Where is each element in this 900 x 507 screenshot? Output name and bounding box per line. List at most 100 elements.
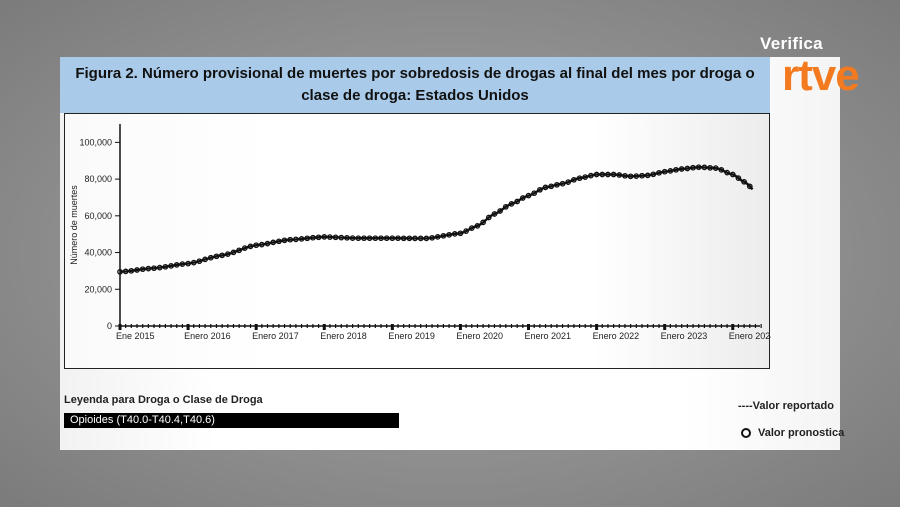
predicted-point bbox=[417, 235, 424, 242]
x-tick bbox=[544, 324, 547, 328]
x-tick bbox=[390, 324, 394, 330]
predicted-point bbox=[576, 175, 583, 182]
predicted-point bbox=[247, 243, 254, 250]
predicted-point bbox=[389, 235, 396, 242]
x-tick bbox=[198, 324, 201, 328]
x-tick bbox=[425, 324, 427, 328]
predicted-point bbox=[610, 171, 617, 178]
predicted-point bbox=[366, 235, 373, 242]
x-tick bbox=[142, 324, 144, 328]
predicted-point bbox=[400, 235, 407, 242]
x-tick-label: Enero 2017 bbox=[252, 331, 299, 341]
x-tick bbox=[210, 324, 212, 328]
x-tick-label: Enero 2016 bbox=[184, 331, 231, 341]
x-tick bbox=[561, 324, 564, 328]
x-tick bbox=[289, 324, 291, 328]
x-tick bbox=[630, 324, 632, 328]
predicted-point bbox=[724, 169, 730, 176]
predicted-point bbox=[258, 241, 265, 248]
predicted-point bbox=[622, 172, 628, 179]
predicted-point bbox=[701, 164, 708, 171]
x-tick bbox=[754, 324, 757, 328]
x-tick bbox=[170, 324, 172, 328]
x-tick-label: Enero 2021 bbox=[525, 331, 572, 341]
x-tick bbox=[164, 324, 166, 328]
x-tick bbox=[437, 324, 439, 328]
predicted-point bbox=[281, 237, 288, 244]
x-tick bbox=[731, 324, 735, 330]
x-tick bbox=[658, 324, 660, 328]
logo-rtve-text: rtve bbox=[782, 51, 860, 100]
x-tick bbox=[692, 324, 694, 328]
x-tick bbox=[227, 324, 229, 328]
x-tick bbox=[499, 324, 501, 328]
legend-series-opioides[interactable]: Opioides (T40.0-T40.4,T40.6) bbox=[64, 413, 399, 428]
x-tick bbox=[488, 324, 490, 328]
predicted-point bbox=[491, 211, 498, 217]
predicted-marker-icon bbox=[741, 428, 751, 438]
predicted-point bbox=[480, 219, 486, 226]
predicted-point bbox=[746, 183, 753, 190]
predicted-point bbox=[224, 251, 231, 257]
predicted-point bbox=[690, 164, 696, 171]
y-tick-label: 0 bbox=[107, 321, 112, 331]
predicted-point bbox=[741, 178, 747, 185]
x-tick bbox=[663, 324, 667, 330]
predicted-point bbox=[423, 235, 430, 242]
predicted-point bbox=[531, 190, 538, 197]
predicted-point bbox=[327, 234, 333, 240]
predicted-point bbox=[139, 266, 146, 273]
x-tick bbox=[442, 324, 445, 328]
x-tick bbox=[618, 324, 620, 328]
predicted-point bbox=[298, 236, 305, 242]
predicted-point bbox=[128, 267, 135, 274]
x-tick bbox=[703, 324, 705, 328]
x-tick bbox=[556, 324, 558, 328]
predicted-point bbox=[168, 263, 174, 269]
x-tick bbox=[601, 324, 603, 328]
x-tick bbox=[516, 324, 518, 328]
x-tick bbox=[408, 324, 410, 328]
x-tick bbox=[193, 324, 195, 328]
predicted-point bbox=[514, 198, 521, 205]
x-tick bbox=[737, 324, 740, 328]
predicted-point bbox=[559, 180, 566, 187]
predicted-point bbox=[395, 235, 401, 242]
predicted-point bbox=[457, 230, 464, 237]
chart-svg: 0 20,000 40,000 60,000 80,000 100,000 Número d… bbox=[69, 124, 771, 341]
predicted-point bbox=[446, 231, 452, 238]
x-tick bbox=[567, 324, 569, 328]
predicted-point bbox=[463, 228, 469, 234]
x-tick bbox=[317, 324, 320, 328]
x-tick bbox=[607, 324, 609, 328]
logo-verifica-text: Verifica bbox=[760, 34, 823, 53]
predicted-point bbox=[236, 247, 242, 254]
predicted-point bbox=[644, 172, 651, 179]
x-tick bbox=[204, 324, 206, 328]
predicted-point bbox=[378, 235, 384, 242]
predicted-point bbox=[451, 231, 458, 237]
x-tick bbox=[232, 324, 235, 328]
predicted-point bbox=[429, 234, 435, 241]
x-tick bbox=[584, 324, 586, 328]
x-tick bbox=[254, 324, 258, 330]
x-tick bbox=[669, 324, 671, 328]
predicted-point bbox=[502, 203, 509, 210]
y-tick-label: 20,000 bbox=[84, 284, 112, 294]
x-tick-label: Enero 2019 bbox=[388, 331, 435, 341]
predicted-point bbox=[667, 168, 674, 174]
x-tick bbox=[238, 324, 240, 328]
predicted-point bbox=[406, 235, 413, 242]
x-tick bbox=[186, 324, 190, 330]
predicted-point bbox=[190, 259, 197, 266]
x-tick bbox=[709, 324, 711, 328]
x-tick bbox=[573, 324, 575, 328]
x-tick bbox=[641, 324, 643, 328]
x-tick bbox=[369, 324, 371, 328]
predicted-point bbox=[650, 171, 657, 178]
x-tick bbox=[448, 324, 450, 328]
predicted-point bbox=[344, 234, 350, 241]
rtve-logo: Verifica rtve bbox=[752, 30, 872, 110]
y-tick-label: 40,000 bbox=[84, 248, 112, 258]
predicted-point bbox=[202, 256, 208, 263]
